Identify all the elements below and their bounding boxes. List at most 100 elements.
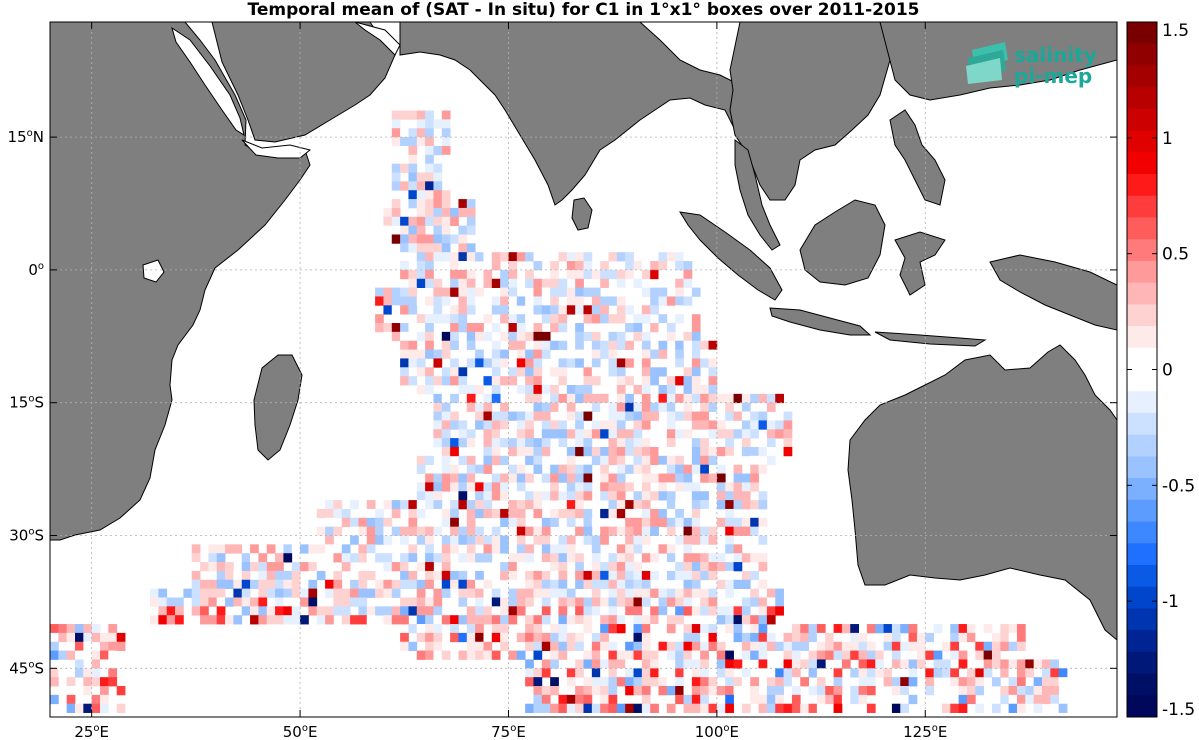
data-cell bbox=[408, 579, 418, 590]
data-cell bbox=[658, 473, 668, 483]
data-cell bbox=[633, 703, 643, 713]
data-cell bbox=[750, 615, 759, 625]
data-cell bbox=[541, 659, 551, 669]
data-cell bbox=[600, 535, 609, 545]
data-cell bbox=[950, 703, 960, 713]
data-cell bbox=[600, 491, 609, 501]
data-cell bbox=[616, 402, 626, 412]
data-cell bbox=[258, 570, 268, 581]
data-cell bbox=[300, 597, 309, 607]
data-cell bbox=[441, 429, 451, 439]
data-cell bbox=[483, 420, 493, 430]
data-cell bbox=[1050, 677, 1060, 687]
data-cell bbox=[675, 305, 684, 315]
data-cell bbox=[450, 526, 459, 536]
data-cell bbox=[516, 597, 526, 607]
data-cell bbox=[575, 659, 584, 669]
data-cell bbox=[566, 420, 576, 430]
data-cell bbox=[616, 473, 626, 483]
data-cell bbox=[100, 677, 109, 687]
colorbar-tick-label: -0.5 bbox=[1162, 476, 1195, 496]
data-cell bbox=[775, 668, 784, 678]
data-cell bbox=[333, 579, 343, 590]
data-cell bbox=[591, 367, 601, 377]
data-cell bbox=[500, 314, 509, 324]
data-cell bbox=[700, 668, 709, 678]
data-cell bbox=[516, 349, 526, 359]
data-cell bbox=[608, 641, 618, 651]
data-cell bbox=[658, 314, 668, 324]
data-cell bbox=[941, 668, 951, 678]
data-cell bbox=[433, 225, 443, 235]
data-cell bbox=[583, 269, 593, 280]
data-cell bbox=[416, 588, 426, 598]
data-cell bbox=[683, 278, 693, 288]
data-cell bbox=[908, 641, 918, 651]
australia-landmass bbox=[847, 344, 1117, 641]
data-cell bbox=[541, 429, 551, 439]
data-cell bbox=[433, 526, 443, 536]
data-cell bbox=[566, 261, 576, 271]
data-cell bbox=[950, 650, 960, 660]
data-cell bbox=[533, 252, 543, 262]
data-cell bbox=[458, 269, 468, 280]
data-cell bbox=[208, 597, 218, 607]
data-cell bbox=[991, 703, 1001, 713]
data-cell bbox=[750, 677, 759, 687]
data-cell bbox=[558, 562, 568, 572]
data-cell bbox=[583, 482, 593, 492]
data-cell bbox=[233, 579, 243, 590]
data-cell bbox=[491, 261, 501, 271]
data-cell bbox=[600, 393, 609, 404]
data-cell bbox=[525, 358, 534, 368]
data-cell bbox=[283, 615, 293, 625]
data-cell bbox=[358, 517, 368, 528]
data-cell bbox=[775, 597, 784, 607]
data-cell bbox=[733, 615, 743, 625]
data-cell bbox=[241, 597, 251, 607]
data-cell bbox=[558, 544, 568, 554]
data-cell bbox=[633, 402, 643, 412]
data-cell bbox=[525, 411, 534, 421]
data-cell bbox=[583, 615, 593, 625]
data-cell bbox=[891, 668, 901, 678]
colorbar-segment bbox=[1127, 673, 1157, 696]
data-cell bbox=[500, 278, 509, 288]
data-cell bbox=[258, 562, 268, 572]
data-cell bbox=[191, 544, 201, 554]
colorbar-tick-label: 1 bbox=[1162, 129, 1173, 149]
data-cell bbox=[533, 323, 543, 333]
data-cell bbox=[691, 446, 701, 457]
data-cell bbox=[733, 500, 743, 510]
data-cell bbox=[466, 624, 476, 634]
data-cell bbox=[400, 216, 409, 227]
data-cell bbox=[466, 473, 476, 483]
data-cell bbox=[425, 597, 434, 607]
data-cell bbox=[683, 562, 693, 572]
data-cell bbox=[691, 464, 701, 474]
data-cell bbox=[533, 349, 543, 359]
data-cell bbox=[716, 606, 726, 616]
data-cell bbox=[400, 181, 409, 191]
data-cell bbox=[250, 579, 259, 590]
data-cell bbox=[633, 668, 643, 678]
data-cell bbox=[533, 588, 543, 598]
colorbar-segment bbox=[1127, 108, 1157, 132]
data-cell bbox=[750, 650, 759, 660]
data-cell bbox=[525, 314, 534, 324]
data-cell bbox=[441, 216, 451, 227]
data-cell bbox=[700, 588, 709, 598]
data-cell bbox=[533, 384, 543, 395]
data-cell bbox=[675, 615, 684, 625]
data-cell bbox=[408, 225, 418, 235]
data-cell bbox=[733, 632, 743, 643]
data-cell bbox=[608, 668, 618, 678]
data-cell bbox=[408, 110, 418, 120]
data-cell bbox=[783, 703, 793, 713]
data-cell bbox=[750, 641, 759, 651]
data-cell bbox=[966, 668, 976, 678]
x-tick-label: 75oE bbox=[491, 723, 526, 740]
data-cell bbox=[483, 632, 493, 643]
data-cell bbox=[691, 632, 701, 643]
data-cell bbox=[508, 252, 518, 262]
